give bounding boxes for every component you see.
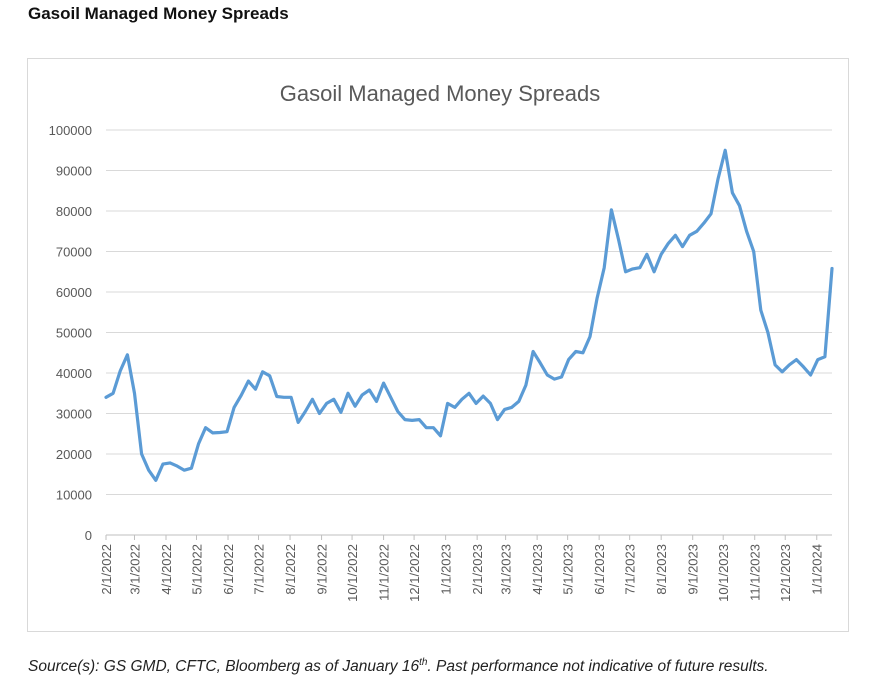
x-axis-ticks: 2/1/2022 3/1/2022 4/1/2022 5/1/2022 6/1/2022…: [99, 535, 825, 602]
y-tick-label: 0: [85, 528, 92, 543]
source-note: Source(s): GS GMD, CFTC, Bloomberg as of…: [28, 657, 769, 676]
y-tick-label: 40000: [56, 366, 92, 381]
x-tick-label: 3/1/2023: [499, 544, 514, 595]
y-tick-label: 100000: [49, 123, 92, 138]
y-tick-label: 70000: [56, 245, 92, 260]
source-text-suffix: . Past performance not indicative of fut…: [427, 658, 769, 676]
page-heading: Gasoil Managed Money Spreads: [28, 4, 289, 23]
y-tick-label: 30000: [56, 407, 92, 422]
x-tick-label: 2/1/2023: [470, 544, 485, 595]
x-tick-label: 5/1/2023: [561, 544, 576, 595]
series-line: [104, 148, 834, 482]
series-layer: [104, 148, 834, 482]
y-tick-label: 20000: [56, 447, 92, 462]
x-tick-label: 9/1/2022: [315, 544, 330, 595]
x-tick-label: 10/1/2022: [345, 544, 360, 602]
x-tick-label: 11/1/2022: [377, 544, 392, 601]
x-tick-label: 10/1/2023: [716, 544, 731, 602]
source-text: Source(s): GS GMD, CFTC, Bloomberg as of…: [28, 658, 420, 676]
x-tick-label: 5/1/2022: [189, 544, 204, 595]
x-tick-label: 8/1/2023: [654, 544, 669, 595]
chart-container: Gasoil Managed Money Spreads 0 10000 20000…: [27, 58, 849, 632]
y-axis-ticks: 0 10000 20000 30000 40000 50000 60000 70000 8000…: [49, 123, 92, 543]
x-tick-label: 9/1/2023: [686, 544, 701, 595]
x-tick-label: 7/1/2023: [623, 544, 638, 595]
x-tick-label: 8/1/2022: [283, 544, 298, 595]
x-tick-label: 1/1/2023: [439, 544, 454, 595]
y-tick-label: 50000: [56, 326, 92, 341]
y-tick-label: 80000: [56, 204, 92, 219]
x-tick-label: 6/1/2022: [221, 544, 236, 595]
x-tick-label: 11/1/2023: [748, 544, 763, 601]
chart-title: Gasoil Managed Money Spreads: [280, 81, 600, 106]
x-tick-label: 1/1/2024: [810, 544, 825, 595]
line-chart: Gasoil Managed Money Spreads 0 10000 20000…: [49, 81, 834, 602]
y-tick-label: 10000: [56, 488, 92, 503]
x-tick-label: 2/1/2022: [99, 544, 114, 595]
y-tick-label: 60000: [56, 285, 92, 300]
x-tick-label: 12/1/2022: [407, 544, 422, 602]
y-tick-label: 90000: [56, 164, 92, 179]
x-tick-label: 3/1/2022: [127, 544, 142, 595]
x-tick-label: 12/1/2023: [778, 544, 793, 602]
x-tick-label: 6/1/2023: [592, 544, 607, 595]
gridlines: [106, 129, 832, 495]
x-tick-label: 7/1/2022: [252, 544, 267, 595]
x-tick-label: 4/1/2023: [530, 544, 545, 595]
source-superscript: th: [419, 657, 428, 668]
x-tick-label: 4/1/2022: [159, 544, 174, 595]
